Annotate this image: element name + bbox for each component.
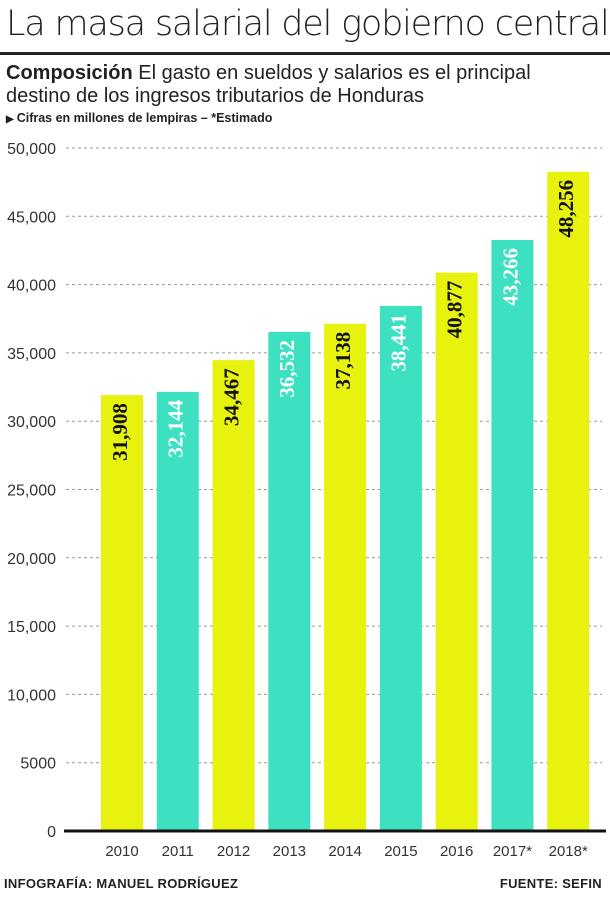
bar [324,323,367,831]
bar-value-label: 32,144 [164,399,188,457]
bar [379,305,422,831]
units-note: ▶ Cifras en millones de lempiras – *Estim… [6,111,272,125]
chart-subtitle: Composición El gasto en sueldos y salari… [6,62,566,108]
bar [101,395,143,831]
triangle-bullet-icon: ▶ [6,114,14,125]
bar-value-label: 40,877 [442,281,466,339]
subtitle-bold: Composición [6,62,133,84]
bar-value-label: 31,908 [108,403,132,461]
units-note-text: Cifras en millones de lempiras – *Estima… [16,111,273,125]
title-divider [0,52,610,55]
y-tick-label: 20,000 [7,551,56,568]
subtitle-text: El gasto en sueldos y salarios es el pri… [6,62,531,107]
bar [435,272,478,831]
y-tick-label: 5000 [20,756,56,773]
bar-value-label: 36,532 [275,340,299,398]
y-tick-label: 35,000 [7,346,56,363]
y-tick-label: 0 [47,824,56,841]
source-text: FUENTE: SEFIN [499,876,602,891]
y-tick-label: 45,000 [7,209,56,226]
chart-title: La masa salarial del gobierno central [6,4,610,44]
x-tick-label: 2013 [273,843,306,860]
bar-value-label: 48,256 [554,180,578,238]
bar-chart: 0 5000 10,000 15,000 20,000 25,000 30,000 35,00… [7,141,606,860]
x-tick-label: 2018* [549,843,588,860]
x-tick-label: 2011 [162,843,194,860]
bar-value-label: 34,467 [219,368,243,426]
x-tick-label: 2015 [384,843,417,860]
bar [268,331,311,831]
x-tick-label: 2017* [493,843,532,860]
bar [212,360,255,831]
y-tick-label: 25,000 [7,483,56,500]
bar [491,239,534,831]
bar-value-label: 38,441 [387,314,411,372]
y-tick-label: 15,000 [7,619,56,636]
x-tick-label: 2014 [328,843,361,860]
y-tick-label: 40,000 [7,278,56,295]
bar-value-label: 37,138 [331,332,355,390]
bar-value-label: 43,266 [498,248,522,306]
x-tick-label: 2016 [440,843,473,860]
x-tick-label: 2010 [105,843,138,860]
y-tick-label: 50,000 [7,141,56,158]
credit-text: INFOGRAFÍA: MANUEL RODRÍGUEZ [4,876,239,891]
bar [156,391,199,831]
y-tick-label: 30,000 [7,414,56,431]
y-tick-label: 10,000 [7,687,56,704]
bar [547,171,590,831]
x-tick-label: 2012 [217,843,250,860]
